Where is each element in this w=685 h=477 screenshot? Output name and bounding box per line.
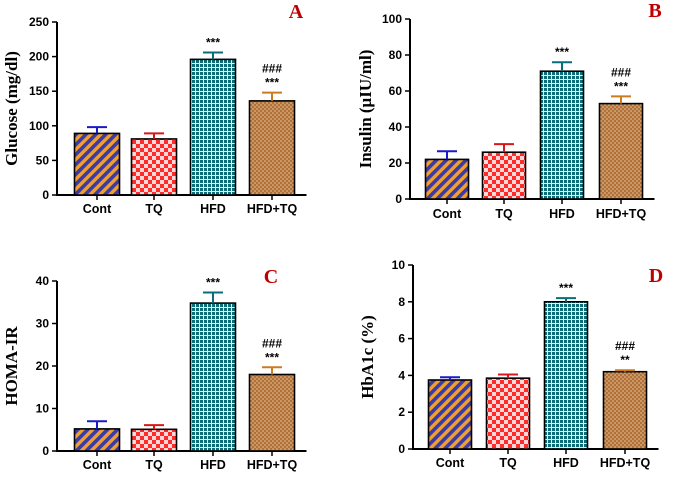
y-tick-label: 80 bbox=[389, 48, 403, 62]
significance-marker: *** bbox=[614, 79, 628, 93]
y-tick-label: 60 bbox=[389, 84, 403, 98]
significance-marker: ### bbox=[262, 336, 282, 350]
y-tick-label: 0 bbox=[398, 442, 405, 456]
significance-marker: ### bbox=[611, 65, 631, 79]
bar-cont bbox=[427, 379, 473, 450]
x-tick-label: HFD bbox=[200, 202, 226, 216]
x-tick-label: HFD bbox=[549, 207, 575, 221]
significance-marker: ### bbox=[262, 62, 282, 76]
panel-letter: A bbox=[289, 1, 304, 23]
bar-tq bbox=[485, 377, 531, 450]
bar-hfd bbox=[539, 70, 585, 200]
y-axis-title: HOMA-IR bbox=[2, 326, 21, 406]
y-tick-label: 4 bbox=[398, 368, 405, 382]
y-tick-label: 20 bbox=[389, 156, 403, 170]
y-tick-label: 100 bbox=[382, 12, 402, 26]
bar-hfd bbox=[543, 300, 589, 450]
y-tick-label: 8 bbox=[398, 295, 405, 309]
bar-cont bbox=[424, 158, 470, 200]
y-tick-label: 50 bbox=[36, 153, 50, 167]
y-tick-label: 2 bbox=[398, 405, 405, 419]
y-tick-label: 10 bbox=[36, 402, 50, 416]
significance-marker: *** bbox=[206, 275, 220, 289]
panel-a: 0 50 100 150 200 250 Glucose (mg/dl) A Cont TQ HFD… bbox=[2, 1, 307, 216]
significance-marker: ** bbox=[620, 353, 630, 367]
significance-marker: *** bbox=[559, 281, 573, 295]
y-tick-label: 200 bbox=[29, 50, 49, 64]
x-tick-label: TQ bbox=[145, 458, 163, 472]
y-tick-label: 20 bbox=[36, 359, 50, 373]
x-tick-label: TQ bbox=[145, 202, 163, 216]
y-tick-label: 40 bbox=[36, 274, 50, 288]
bar-cont bbox=[73, 132, 121, 196]
panel-letter: C bbox=[264, 266, 278, 288]
y-tick-label: 10 bbox=[392, 258, 406, 272]
x-tick-label: Cont bbox=[83, 202, 112, 216]
bar-hfd bbox=[189, 58, 237, 196]
y-tick-label: 150 bbox=[29, 84, 49, 98]
panel-b: 0 20 40 60 80 100 Insulin (μIU/ml) B Cont TQ HFD HF… bbox=[356, 0, 662, 221]
bar-cont bbox=[73, 428, 121, 452]
bar-tq bbox=[130, 428, 178, 452]
x-tick-label: Cont bbox=[436, 456, 465, 470]
significance-marker: *** bbox=[555, 45, 569, 59]
x-tick-label: HFD bbox=[553, 456, 579, 470]
x-tick-label: HFD+TQ bbox=[247, 458, 298, 472]
y-tick-label: 6 bbox=[398, 332, 405, 346]
y-tick-label: 30 bbox=[36, 317, 50, 331]
x-tick-label: HFD+TQ bbox=[596, 207, 647, 221]
y-axis-title: Glucose (mg/dl) bbox=[2, 51, 21, 166]
y-tick-label: 0 bbox=[42, 444, 49, 458]
bar-hfd bbox=[189, 302, 237, 452]
x-tick-label: Cont bbox=[83, 458, 112, 472]
x-tick-label: TQ bbox=[499, 456, 517, 470]
bar-tq bbox=[130, 138, 178, 196]
x-tick-label: HFD bbox=[200, 458, 226, 472]
y-axis-title: HbA1c (%) bbox=[358, 315, 377, 399]
x-tick-label: HFD+TQ bbox=[247, 202, 298, 216]
significance-marker: *** bbox=[265, 350, 279, 364]
panel-letter: D bbox=[649, 265, 663, 287]
significance-marker: ### bbox=[615, 339, 635, 353]
y-tick-label: 250 bbox=[29, 15, 49, 29]
y-tick-label: 0 bbox=[395, 192, 402, 206]
bar-tq bbox=[481, 151, 527, 200]
significance-marker: *** bbox=[206, 35, 220, 49]
bar-hfd-tq bbox=[248, 100, 296, 196]
bar-hfd-tq bbox=[602, 370, 648, 450]
x-tick-label: HFD+TQ bbox=[600, 456, 651, 470]
y-axis-title: Insulin (μIU/ml) bbox=[356, 50, 375, 169]
y-tick-label: 40 bbox=[389, 120, 403, 134]
x-tick-label: Cont bbox=[433, 207, 462, 221]
y-tick-label: 100 bbox=[29, 119, 49, 133]
bar-hfd-tq bbox=[598, 102, 644, 200]
panel-letter: B bbox=[648, 0, 661, 22]
y-tick-label: 0 bbox=[42, 188, 49, 202]
panel-d: 0 2 4 6 8 10 HbA1c (%) D Cont TQ HFD HFD+TQ *** ###** bbox=[358, 258, 663, 470]
x-tick-label: TQ bbox=[495, 207, 513, 221]
bar-hfd-tq bbox=[248, 373, 296, 452]
significance-marker: *** bbox=[265, 76, 279, 90]
